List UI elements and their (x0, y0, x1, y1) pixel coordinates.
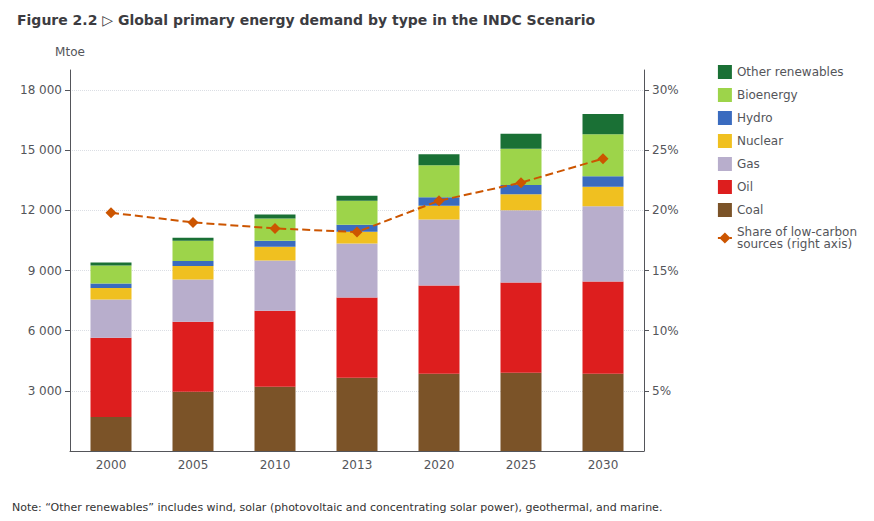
svg-text:2000: 2000 (96, 458, 127, 472)
svg-text:15 000: 15 000 (20, 143, 62, 157)
svg-text:5%: 5% (652, 384, 671, 398)
svg-text:18 000: 18 000 (20, 83, 62, 97)
svg-text:2020: 2020 (424, 458, 455, 472)
svg-text:Nuclear: Nuclear (737, 134, 783, 148)
svg-text:3 000: 3 000 (28, 384, 62, 398)
svg-text:Note: “Other renewables” inclu: Note: “Other renewables” includes wind, … (12, 501, 662, 514)
svg-text:12 000: 12 000 (20, 203, 62, 217)
svg-text:6 000: 6 000 (28, 324, 62, 338)
svg-text:25%: 25% (652, 143, 679, 157)
svg-text:30%: 30% (652, 83, 679, 97)
svg-text:Bioenergy: Bioenergy (737, 88, 798, 102)
svg-text:Other renewables: Other renewables (737, 65, 844, 79)
svg-text:2030: 2030 (588, 458, 619, 472)
svg-text:20%: 20% (652, 203, 679, 217)
svg-text:2025: 2025 (506, 458, 537, 472)
svg-text:Share of low-carbon: Share of low-carbon (736, 225, 857, 239)
svg-text:Mtoe: Mtoe (55, 45, 85, 59)
svg-text:2013: 2013 (342, 458, 373, 472)
svg-text:Coal: Coal (737, 203, 763, 217)
svg-text:Figure 2.2 ▷ Global primary en: Figure 2.2 ▷ Global primary energy deman… (17, 12, 596, 28)
svg-text:10%: 10% (652, 324, 679, 338)
svg-text:sources (right axis): sources (right axis) (737, 237, 852, 251)
svg-text:15%: 15% (652, 264, 679, 278)
svg-text:2005: 2005 (178, 458, 209, 472)
svg-text:Oil: Oil (737, 180, 753, 194)
svg-text:Hydro: Hydro (737, 111, 773, 125)
svg-text:2010: 2010 (260, 458, 291, 472)
svg-text:9 000: 9 000 (28, 264, 62, 278)
svg-text:Gas: Gas (737, 157, 760, 171)
